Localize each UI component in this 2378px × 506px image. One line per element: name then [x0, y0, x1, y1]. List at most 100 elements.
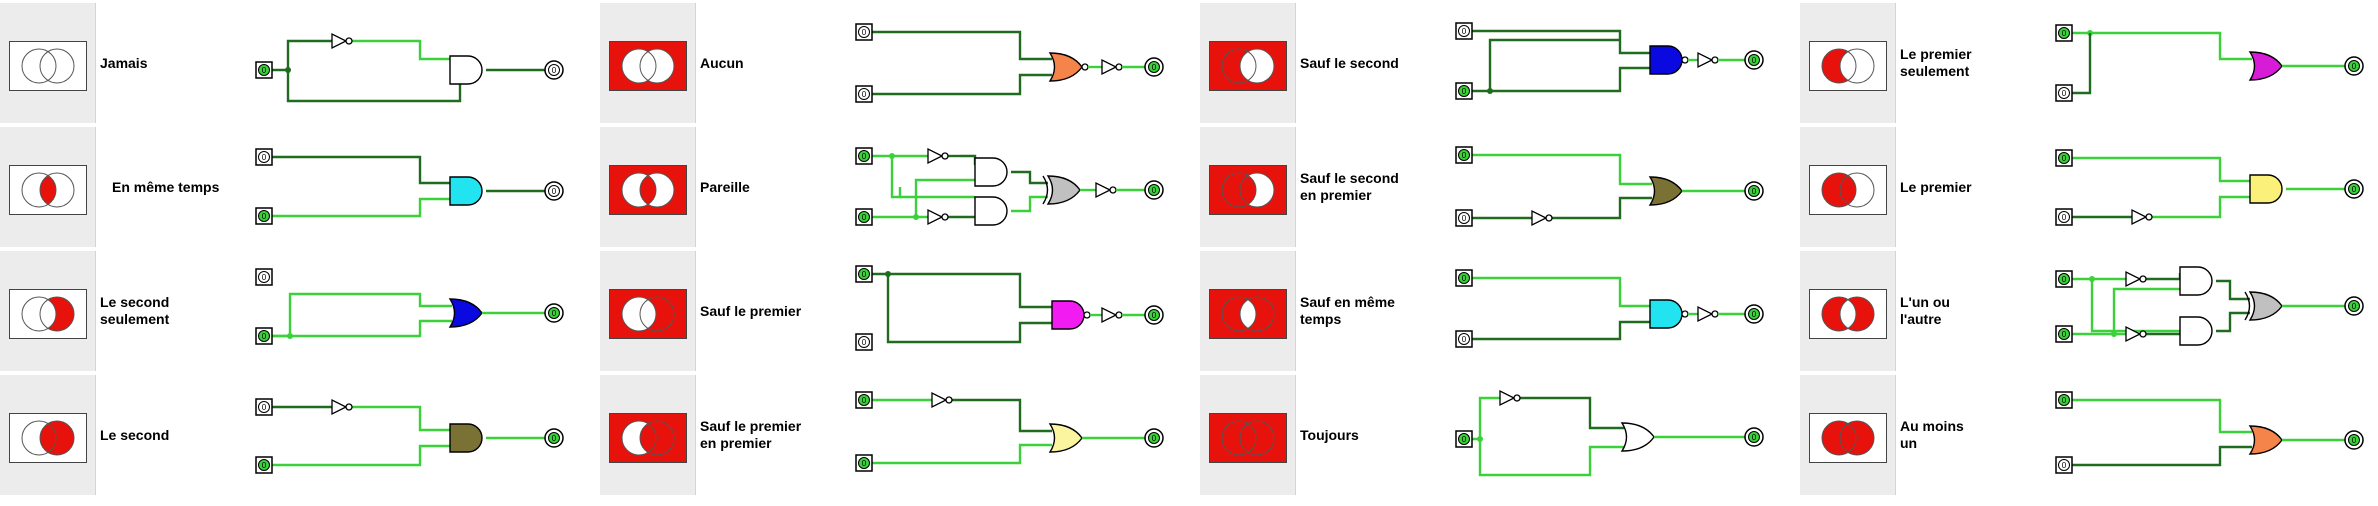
logic-row: Sauf le premier en premier 0 0 0 — [600, 375, 1200, 497]
and-gate — [974, 157, 1008, 187]
or-gate — [2248, 425, 2283, 455]
input-switch[interactable]: 0 — [2055, 208, 2073, 226]
or-gate — [1048, 52, 1089, 82]
output-led: 0 — [2344, 179, 2364, 199]
venn-panel — [0, 375, 96, 495]
input-switch[interactable]: 0 — [855, 265, 873, 283]
svg-text:0: 0 — [1152, 186, 1157, 195]
svg-text:0: 0 — [2062, 330, 2067, 339]
input-switch[interactable]: 0 — [255, 327, 273, 345]
input-switch[interactable]: 0 — [1455, 146, 1473, 164]
output-led: 0 — [544, 428, 564, 448]
svg-text:0: 0 — [262, 273, 267, 282]
input-switch[interactable]: 0 — [855, 85, 873, 103]
venn-diagram-icon — [9, 41, 87, 91]
and-gate — [1051, 300, 1091, 330]
svg-text:0: 0 — [1752, 310, 1757, 319]
venn-panel — [600, 375, 696, 495]
venn-diagram-icon — [1209, 413, 1287, 463]
or-gate — [1648, 176, 1683, 206]
logic-circuit: 0 0 0 — [2055, 24, 2364, 102]
svg-text:0: 0 — [1462, 27, 1467, 36]
svg-text:0: 0 — [2352, 436, 2357, 445]
svg-text:0: 0 — [862, 459, 867, 468]
input-switch[interactable]: 0 — [255, 148, 273, 166]
output-led: 0 — [544, 60, 564, 80]
input-switch[interactable]: 0 — [2055, 24, 2073, 42]
logic-row: Sauf le second en premier 0 0 0 — [1200, 127, 1800, 249]
output-led: 0 — [1744, 304, 1764, 324]
svg-text:0: 0 — [1752, 433, 1757, 442]
logic-row: L'un ou l'autre 0 0 0 — [1800, 251, 2378, 373]
input-switch[interactable]: 0 — [255, 398, 273, 416]
svg-text:0: 0 — [2352, 62, 2357, 71]
input-switch[interactable]: 0 — [1455, 269, 1473, 287]
or-gate — [1620, 422, 1655, 452]
not-gate — [2125, 270, 2147, 288]
svg-text:0: 0 — [1752, 187, 1757, 196]
operation-label: Sauf le second — [1300, 54, 1399, 71]
output-led: 0 — [1744, 50, 1764, 70]
svg-text:0: 0 — [1752, 56, 1757, 65]
input-switch[interactable]: 0 — [855, 454, 873, 472]
svg-text:0: 0 — [1152, 311, 1157, 320]
operation-label: L'un ou l'autre — [1900, 294, 1950, 327]
logic-circuit: 0 0 0 — [255, 398, 564, 474]
logic-row: Sauf le second 0 0 0 — [1200, 3, 1800, 125]
input-switch[interactable]: 0 — [255, 268, 273, 286]
input-switch[interactable]: 0 — [2055, 456, 2073, 474]
input-switch[interactable]: 0 — [855, 147, 873, 165]
operation-label: Le second — [100, 426, 170, 443]
or-gate — [448, 298, 483, 328]
input-switch[interactable]: 0 — [855, 23, 873, 41]
input-switch[interactable]: 0 — [2055, 270, 2073, 288]
logic-circuit: 0 0 0 — [2055, 391, 2364, 474]
svg-text:0: 0 — [1462, 435, 1467, 444]
input-switch[interactable]: 0 — [2055, 325, 2073, 343]
svg-text:0: 0 — [552, 187, 557, 196]
input-switch[interactable]: 0 — [1455, 330, 1473, 348]
output-led: 0 — [1144, 57, 1164, 77]
logic-circuit: 0 0 — [1455, 389, 1764, 477]
venn-diagram-icon — [1209, 41, 1287, 91]
venn-diagram-icon — [609, 289, 687, 339]
svg-text:0: 0 — [262, 461, 267, 470]
input-switch[interactable]: 0 — [255, 207, 273, 225]
svg-text:0: 0 — [1152, 434, 1157, 443]
and-gate — [2179, 316, 2213, 346]
venn-panel — [0, 251, 96, 371]
venn-panel — [0, 127, 96, 247]
input-switch[interactable]: 0 — [1455, 430, 1473, 448]
output-led: 0 — [1144, 305, 1164, 325]
input-switch[interactable]: 0 — [855, 391, 873, 409]
venn-panel — [1200, 127, 1296, 247]
output-led: 0 — [2344, 296, 2364, 316]
venn-panel — [0, 3, 96, 123]
input-switch[interactable]: 0 — [855, 333, 873, 351]
input-switch[interactable]: 0 — [2055, 84, 2073, 102]
input-switch[interactable]: 0 — [1455, 209, 1473, 227]
input-switch[interactable]: 0 — [2055, 149, 2073, 167]
not-gate — [1499, 389, 1521, 407]
input-switch[interactable]: 0 — [855, 208, 873, 226]
output-led: 0 — [1144, 180, 1164, 200]
svg-text:0: 0 — [262, 66, 267, 75]
not-gate — [931, 391, 953, 409]
not-gate — [2125, 325, 2147, 343]
venn-diagram-icon — [9, 289, 87, 339]
svg-text:0: 0 — [2062, 154, 2067, 163]
venn-diagram-icon — [1809, 165, 1887, 215]
input-switch[interactable]: 0 — [2055, 391, 2073, 409]
logic-row: En même temps 0 0 0 — [0, 127, 600, 249]
not-gate — [1697, 51, 1719, 69]
svg-text:0: 0 — [1462, 274, 1467, 283]
logic-circuit: 0 0 0 — [1455, 22, 1764, 100]
input-switch[interactable]: 0 — [1455, 82, 1473, 100]
and-gate — [449, 55, 483, 85]
input-switch[interactable]: 0 — [255, 61, 273, 79]
venn-panel — [600, 251, 696, 371]
venn-diagram-icon — [609, 41, 687, 91]
input-switch[interactable]: 0 — [255, 456, 273, 474]
input-switch[interactable]: 0 — [1455, 22, 1473, 40]
venn-panel — [1800, 127, 1896, 247]
